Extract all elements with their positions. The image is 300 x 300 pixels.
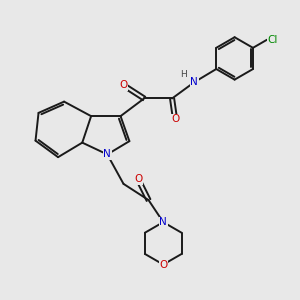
Text: O: O bbox=[134, 174, 142, 184]
Text: Cl: Cl bbox=[268, 35, 278, 45]
Text: N: N bbox=[103, 149, 111, 159]
Text: N: N bbox=[190, 77, 198, 87]
Text: N: N bbox=[159, 217, 167, 227]
Text: O: O bbox=[159, 260, 167, 269]
Text: H: H bbox=[181, 70, 187, 80]
Text: O: O bbox=[171, 114, 179, 124]
Text: O: O bbox=[119, 80, 128, 90]
